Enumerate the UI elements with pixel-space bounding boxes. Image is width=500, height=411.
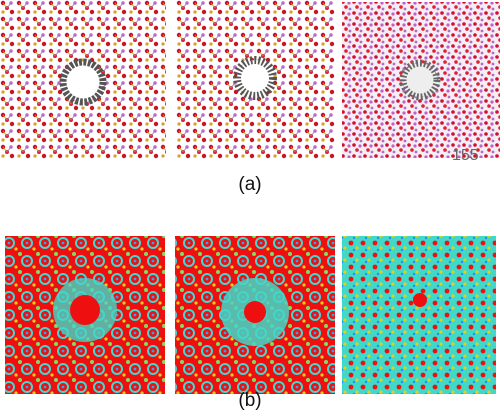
panel-a3: [342, 2, 500, 158]
panel-b2: [175, 236, 335, 394]
panel-a1: [0, 0, 166, 160]
panel-b1: [5, 236, 165, 394]
panel-b3: [342, 236, 496, 394]
annotation: 155: [452, 147, 479, 164]
row-label: (a): [238, 174, 261, 195]
row-label: (b): [238, 390, 261, 411]
panel-a2: [175, 0, 335, 160]
